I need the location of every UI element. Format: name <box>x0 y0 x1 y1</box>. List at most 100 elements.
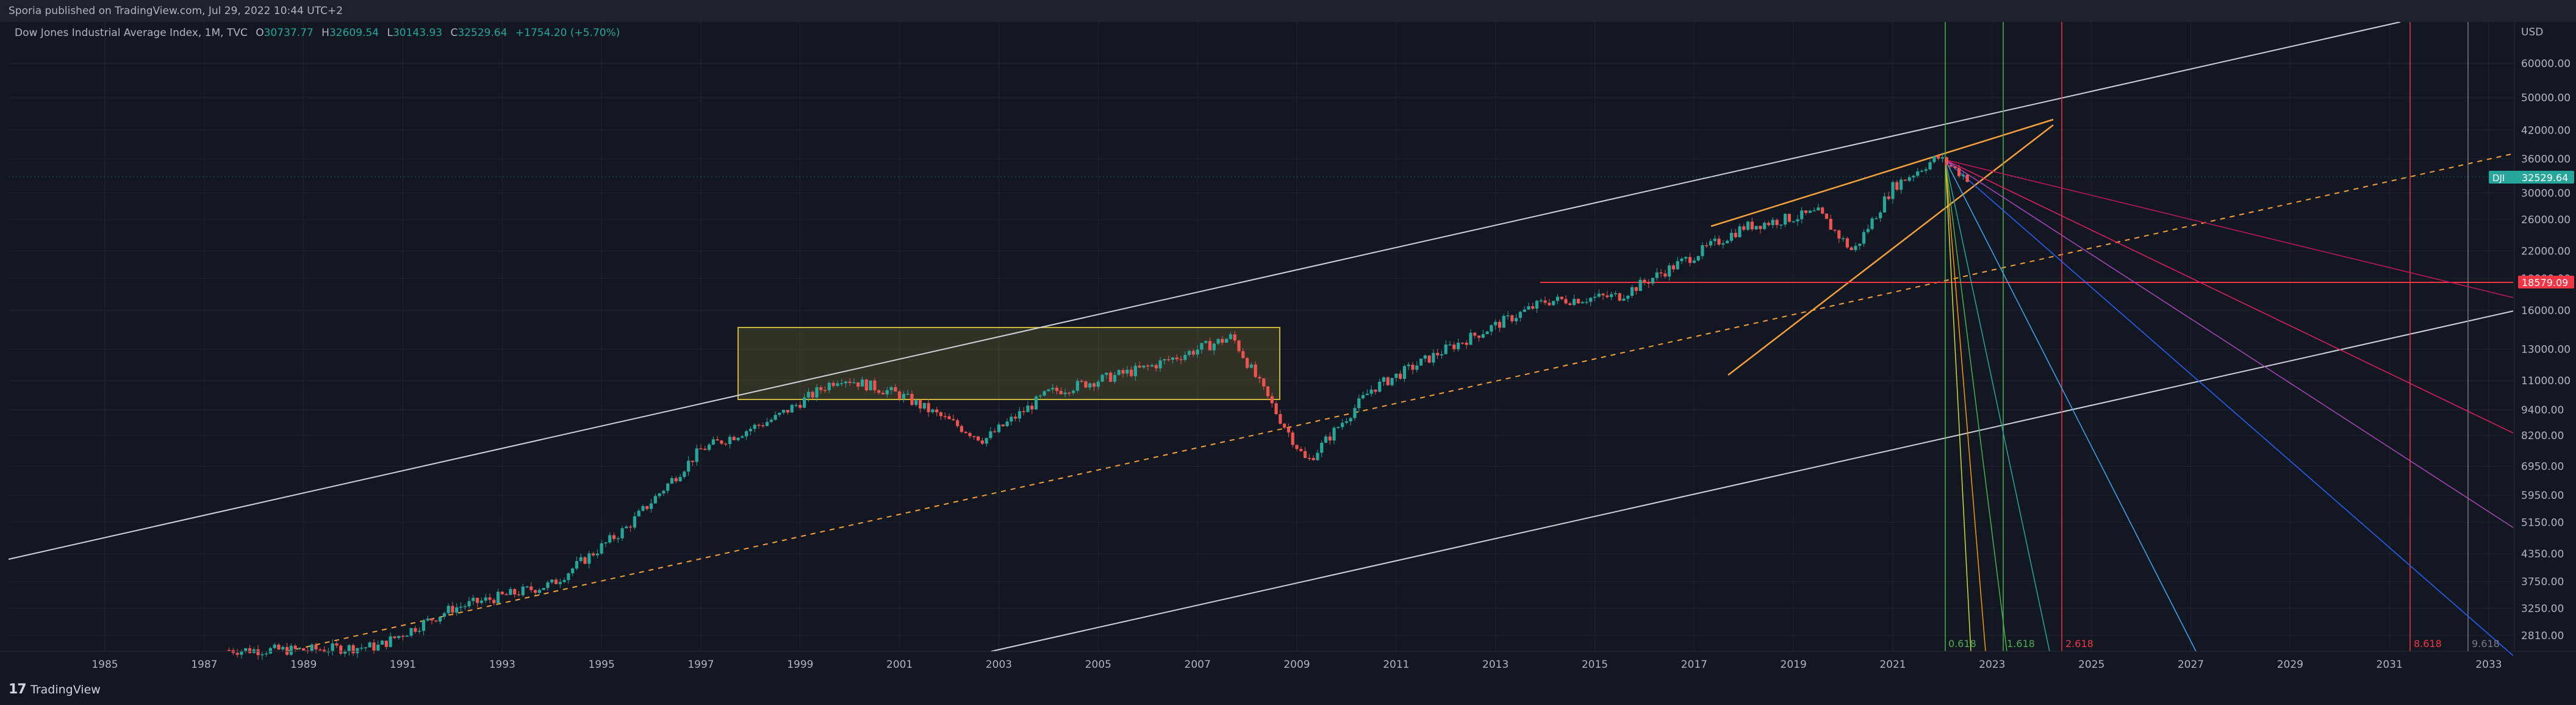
candle-body <box>1692 260 1696 263</box>
candle-body <box>956 420 960 426</box>
candle-body <box>1051 387 1055 390</box>
candle-body <box>1344 421 1349 423</box>
candle-body <box>1940 157 1945 159</box>
candle-body <box>1543 300 1547 303</box>
candle-body <box>993 431 997 432</box>
price-chart[interactable]: USD 60000.00 50000.00 42000.00 36000.00 3000… <box>0 22 2576 671</box>
candle-body <box>1655 272 1659 278</box>
candle-body <box>736 437 740 440</box>
candle-body <box>1432 352 1435 363</box>
last-price-badge: 32529.64 <box>2518 171 2574 184</box>
candle-body <box>989 431 992 438</box>
candle-body <box>1845 238 1849 248</box>
candle-body <box>691 460 695 462</box>
candle-body <box>869 380 872 391</box>
candle-body <box>1875 218 1878 220</box>
candle-body <box>550 579 554 582</box>
open-label: O <box>256 27 264 39</box>
candle-body <box>1763 223 1767 229</box>
candle-body <box>1754 226 1758 230</box>
candle-body <box>1647 282 1651 284</box>
candle-body <box>1038 395 1042 397</box>
candle-body <box>1374 389 1377 392</box>
candle-body <box>683 471 686 478</box>
open-value: 30737.77 <box>264 27 314 39</box>
candle-body <box>1042 391 1046 396</box>
price-tick-label: 16000.00 <box>2521 305 2571 317</box>
candle-body <box>906 393 909 395</box>
candle-body <box>451 606 454 613</box>
candle-body <box>1295 445 1299 449</box>
candle-body <box>1291 432 1294 445</box>
time-axis[interactable]: 1985 1987 1989 1991 1993 1995 1997 1999 2001 2003… <box>91 659 2502 671</box>
candle-body <box>1183 354 1187 360</box>
candle-body <box>1817 207 1820 211</box>
wedge-upper-line[interactable] <box>1710 118 2054 227</box>
symbol-legend[interactable]: Dow Jones Industrial Average Index, 1M, … <box>15 27 620 39</box>
candle-body <box>1270 396 1274 404</box>
candle-body <box>645 506 649 509</box>
price-tick-label: 26000.00 <box>2521 214 2571 226</box>
price-tick-label: 30000.00 <box>2521 187 2571 199</box>
channel-upper-line[interactable] <box>8 22 2401 560</box>
candle-body <box>1518 312 1522 318</box>
fan-ray <box>1945 159 1986 652</box>
candle-body <box>931 409 935 412</box>
channel-lower-line[interactable] <box>991 310 2514 652</box>
price-tick-label: 2810.00 <box>2521 630 2564 642</box>
fib-fan[interactable] <box>1945 159 2514 656</box>
candle-body <box>1411 364 1415 370</box>
candle-body <box>1663 273 1667 277</box>
candle-body <box>761 425 765 426</box>
candle-body <box>803 397 806 408</box>
candle-body <box>1957 168 1961 176</box>
tradingview-brand[interactable]: TradingView <box>30 683 101 696</box>
candle-body <box>1643 279 1646 283</box>
candle-body <box>972 436 976 437</box>
candle-body <box>1477 335 1481 338</box>
candle-body <box>653 496 657 504</box>
candle-body <box>1034 396 1038 410</box>
candle-body <box>674 478 678 482</box>
candle-body <box>285 646 289 655</box>
time-tick-label: 2009 <box>1283 659 1310 671</box>
candle-body <box>1026 406 1030 412</box>
candle-body <box>302 648 306 651</box>
candle-body <box>1249 364 1253 368</box>
candle-body <box>1163 359 1166 361</box>
candle-body <box>1750 221 1754 230</box>
candle-body <box>1676 261 1679 270</box>
candle-body <box>1903 179 1907 181</box>
candle-body <box>558 582 562 584</box>
candle-body <box>794 404 798 406</box>
candle-body <box>1402 366 1407 379</box>
fan-ray <box>1945 159 2514 528</box>
tradingview-logo-icon[interactable]: 17 <box>9 682 27 697</box>
candle-body <box>819 387 823 390</box>
chart-background <box>0 22 2576 671</box>
candle-body <box>273 645 276 648</box>
fan-ray <box>1945 159 2514 656</box>
candle-body <box>666 483 670 491</box>
candle-body <box>815 387 819 398</box>
time-tick-label: 2007 <box>1185 659 1211 671</box>
candle-body <box>1324 436 1328 443</box>
price-axis[interactable]: 60000.00 50000.00 42000.00 36000.00 30000.00… <box>2521 58 2571 642</box>
candle-body <box>1821 207 1824 214</box>
candle-body <box>1613 293 1618 295</box>
candle-body <box>1759 226 1762 229</box>
candle-body <box>1767 223 1771 226</box>
candle-body <box>1572 299 1576 306</box>
candle-body <box>426 618 429 621</box>
candle-body <box>1651 277 1655 284</box>
candle-body <box>1187 351 1191 355</box>
wedge-lower-line[interactable] <box>1727 124 2054 376</box>
candle-body <box>649 503 653 509</box>
candle-body <box>1361 395 1365 399</box>
candle-body <box>1457 342 1460 349</box>
candle-body <box>265 653 268 655</box>
candle-body <box>1328 436 1332 441</box>
candle-body <box>1419 359 1423 366</box>
time-tick-label: 2001 <box>886 659 913 671</box>
candle-body <box>554 579 558 584</box>
